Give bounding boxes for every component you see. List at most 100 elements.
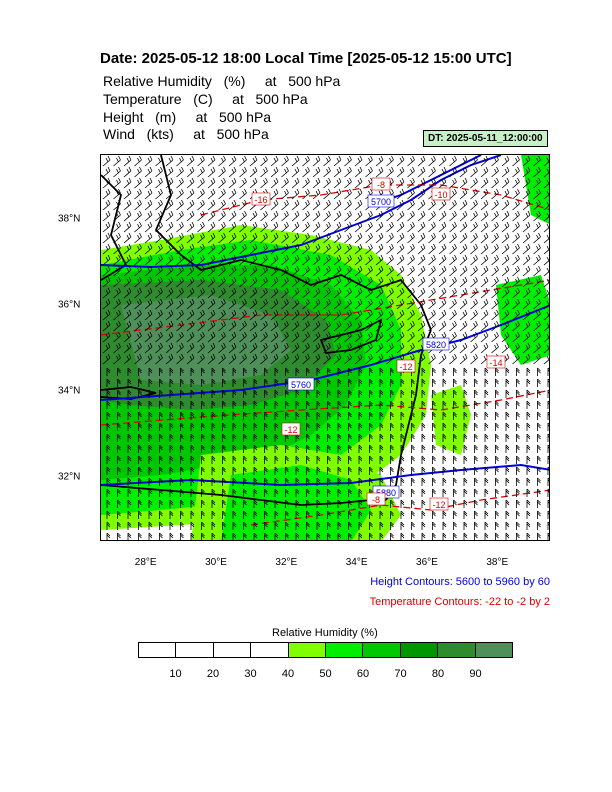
wind-barb	[348, 455, 352, 464]
wind-barb	[197, 188, 205, 200]
wind-barb	[113, 243, 121, 255]
wind-barb	[449, 353, 457, 365]
wind-barb	[239, 265, 247, 277]
wind-barb	[333, 309, 342, 321]
wind-barb	[400, 477, 405, 486]
wind-barb	[491, 320, 499, 332]
colorbar-label: 30	[244, 668, 257, 680]
wind-barb	[379, 455, 384, 464]
wind-barb	[533, 232, 541, 244]
wind-barb	[211, 433, 216, 442]
wind-barb	[337, 521, 342, 530]
wind-barb	[505, 389, 510, 398]
wind-barb	[144, 155, 153, 167]
wind-barb	[155, 199, 163, 211]
wind-barb	[106, 400, 111, 409]
colorbar-cell	[251, 643, 289, 657]
wind-barb	[285, 389, 289, 398]
wind-barb	[470, 188, 478, 200]
wind-barb	[522, 353, 531, 365]
wind-barb	[470, 210, 478, 222]
wind-barb	[438, 254, 447, 266]
wind-barb	[127, 521, 132, 530]
wind-barb	[516, 378, 520, 387]
wind-barb	[379, 378, 384, 387]
wind-barb	[417, 265, 426, 277]
wind-barb	[134, 232, 142, 244]
wind-barb	[386, 155, 394, 167]
wind-barb	[463, 466, 468, 475]
wind-barb	[134, 353, 142, 365]
wind-barb	[113, 188, 121, 200]
wind-barb	[417, 254, 426, 266]
wind-barb	[337, 433, 342, 442]
wind-barb	[228, 155, 237, 167]
wind-barb	[222, 367, 226, 376]
wind-barb	[407, 298, 415, 310]
wind-barb	[148, 378, 153, 387]
wind-barb	[138, 433, 142, 442]
wind-barb	[354, 265, 363, 277]
wind-barb	[463, 444, 468, 453]
wind-barb	[400, 510, 405, 519]
wind-barb	[354, 353, 363, 365]
wind-barb	[480, 287, 489, 299]
wind-barb	[358, 499, 363, 508]
wind-barb	[537, 411, 541, 420]
wind-barb	[207, 155, 216, 167]
wind-barb	[239, 298, 247, 310]
wind-barb	[169, 411, 174, 420]
wind-barb	[106, 499, 111, 508]
wind-barb	[537, 477, 541, 486]
wind-barb	[291, 298, 300, 310]
wind-barb	[449, 166, 457, 178]
wind-barb	[197, 287, 205, 299]
wind-barb	[144, 353, 153, 365]
wind-barb	[197, 276, 205, 288]
wind-barb	[176, 320, 184, 332]
wind-barb	[449, 188, 457, 200]
wind-barb	[211, 510, 216, 519]
temp-label-box	[251, 192, 271, 206]
wind-barb	[316, 521, 321, 530]
wind-barb	[480, 232, 489, 244]
wind-barb	[495, 444, 499, 453]
wind-barb	[270, 298, 279, 310]
wind-barb	[190, 411, 195, 420]
wind-barb	[228, 331, 237, 343]
wind-barb	[459, 188, 468, 200]
wind-barb	[411, 400, 415, 409]
wind-barb	[428, 254, 436, 266]
wind-barb	[249, 221, 258, 233]
wind-barb	[421, 389, 426, 398]
wind-barb	[127, 433, 132, 442]
wind-barb	[316, 510, 321, 519]
y-tick-label: 32°N	[58, 471, 81, 482]
wind-barb	[316, 411, 321, 420]
wind-barb	[169, 532, 174, 540]
wind-barb	[495, 378, 499, 387]
wind-barb	[312, 254, 321, 266]
wind-barb	[533, 331, 541, 343]
wind-barb	[264, 378, 268, 387]
wind-barb	[480, 254, 489, 266]
wind-barb	[148, 532, 153, 540]
wind-barb	[432, 510, 436, 519]
wind-barb	[222, 488, 226, 497]
wind-barb	[512, 243, 520, 255]
wind-barb	[358, 378, 363, 387]
wind-barb	[365, 243, 373, 255]
wind-barb	[354, 254, 363, 266]
wind-barb	[348, 422, 352, 431]
wind-barb	[228, 232, 237, 244]
wind-barb	[543, 222, 549, 233]
wind-barb	[442, 400, 447, 409]
wind-barb	[512, 309, 520, 321]
wind-barb	[327, 488, 331, 497]
wind-barb	[207, 298, 216, 310]
wind-barb	[522, 276, 531, 288]
wind-barb	[516, 367, 520, 376]
wind-barb	[344, 265, 352, 277]
wind-barb	[239, 243, 247, 255]
wind-barb	[474, 499, 478, 508]
